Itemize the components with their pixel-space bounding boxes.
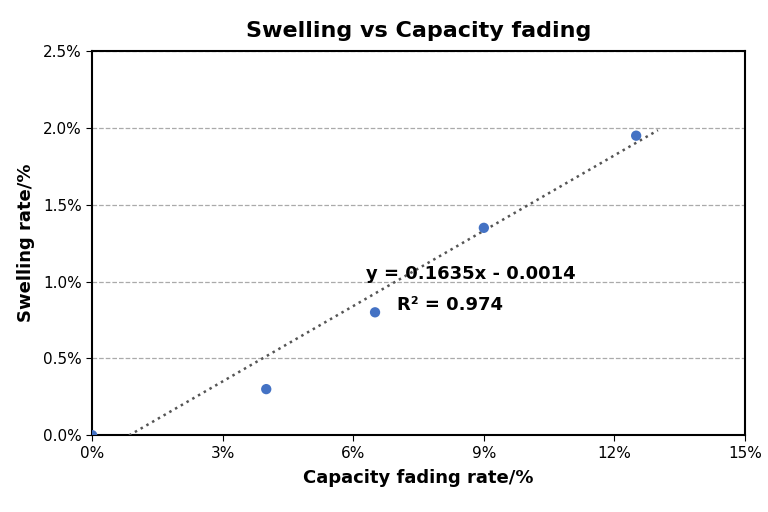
Text: R² = 0.974: R² = 0.974 [397,295,503,314]
Point [369,308,381,316]
Y-axis label: Swelling rate/%: Swelling rate/% [17,164,35,323]
Point [260,385,273,393]
Point [478,224,490,232]
X-axis label: Capacity fading rate/%: Capacity fading rate/% [303,469,534,487]
Point [630,132,642,140]
Text: y = 0.1635x - 0.0014: y = 0.1635x - 0.0014 [366,265,576,283]
Title: Swelling vs Capacity fading: Swelling vs Capacity fading [246,22,591,41]
Point [86,431,98,439]
